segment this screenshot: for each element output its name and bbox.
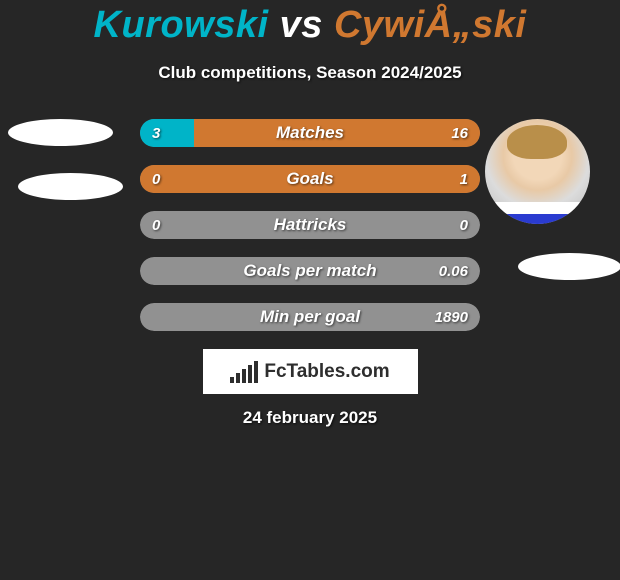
stat-row-value-right: 1	[460, 165, 468, 193]
right-placeholder-oval	[518, 253, 620, 280]
stat-row-value-left: 0	[152, 211, 160, 239]
page-title: Kurowski vs CywiÅ„ski	[0, 0, 620, 47]
stat-row-label: Goals	[140, 165, 480, 193]
title-left-name: Kurowski	[94, 4, 269, 46]
stat-row-label: Min per goal	[140, 303, 480, 331]
stat-row-label: Matches	[140, 119, 480, 147]
subtitle: Club competitions, Season 2024/2025	[0, 63, 620, 83]
stat-row-value-right: 1890	[435, 303, 468, 331]
right-player-area	[480, 119, 620, 379]
stat-row-value-left: 3	[152, 119, 160, 147]
left-player-area	[0, 119, 140, 379]
stat-row: Min per goal1890	[140, 303, 480, 331]
stat-rows: Matches316Goals01Hattricks00Goals per ma…	[140, 119, 480, 331]
stat-row-label: Goals per match	[140, 257, 480, 285]
stat-row-value-right: 0.06	[439, 257, 468, 285]
stat-row-label: Hattricks	[140, 211, 480, 239]
stat-row: Hattricks0 0	[140, 211, 480, 239]
title-right-name: CywiÅ„ski	[334, 4, 526, 46]
left-placeholder-oval	[8, 119, 113, 146]
title-vs: vs	[280, 4, 323, 46]
stat-row: Goals0 1	[140, 165, 480, 193]
date-text: 24 february 2025	[0, 408, 620, 428]
stat-row-value-right: 0	[460, 211, 468, 239]
logo-text: FcTables.com	[264, 361, 389, 383]
stat-row: Matches3 16	[140, 119, 480, 147]
stat-row-value-left: 0	[152, 165, 160, 193]
stat-row-value-right: 16	[451, 119, 468, 147]
compare-panel: Matches316Goals01Hattricks00Goals per ma…	[0, 119, 620, 331]
logo-bars-icon	[230, 361, 258, 383]
stat-row: Goals per match0.06	[140, 257, 480, 285]
left-placeholder-oval	[18, 173, 123, 200]
logo-box: FcTables.com	[203, 349, 418, 394]
